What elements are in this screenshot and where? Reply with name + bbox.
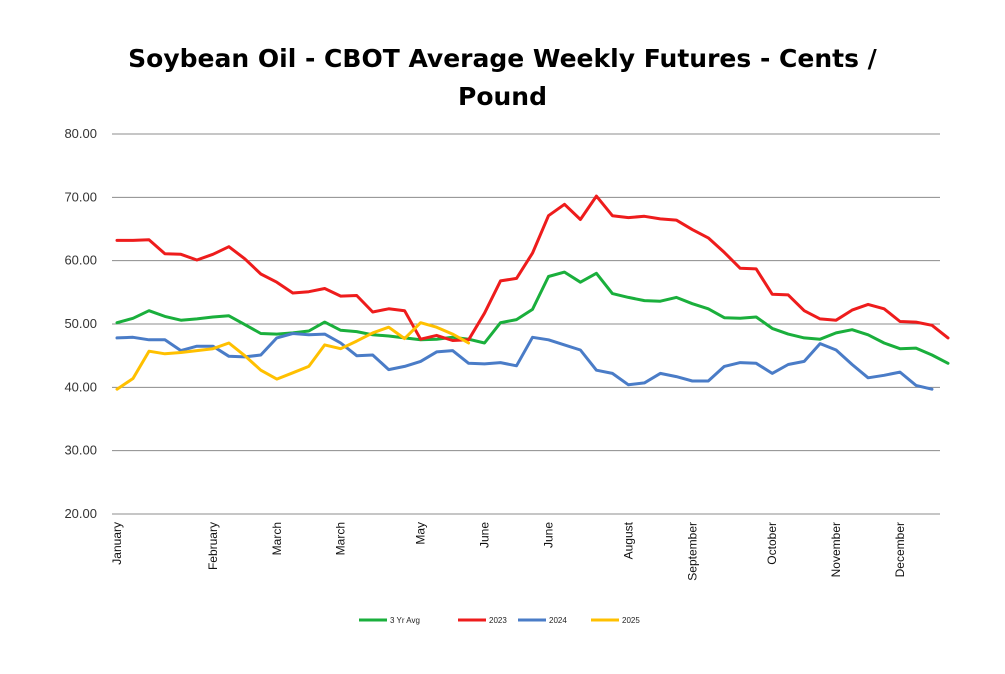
series-line-2025 <box>115 321 471 391</box>
series-line-2023 <box>115 194 950 342</box>
series-line-2024 <box>115 332 934 391</box>
x-tick-label: September <box>685 522 699 581</box>
x-tick-label: February <box>206 522 220 570</box>
series-lines <box>115 194 950 391</box>
y-tick-label: 60.00 <box>64 253 97 268</box>
x-tick-label: May <box>414 522 428 545</box>
x-tick-label: October <box>765 522 779 565</box>
chart-title: Soybean Oil - CBOT Average Weekly Future… <box>0 40 1005 116</box>
x-tick-label: August <box>621 521 635 559</box>
legend-label: 2025 <box>622 616 640 625</box>
x-tick-label: March <box>334 522 348 555</box>
y-tick-label: 50.00 <box>64 316 97 331</box>
gridlines <box>112 133 940 515</box>
y-tick-label: 30.00 <box>64 443 97 458</box>
x-tick-label: November <box>829 522 843 577</box>
y-tick-label: 70.00 <box>64 189 97 204</box>
y-tick-label: 80.00 <box>64 126 97 141</box>
chart-title-line-1: Soybean Oil - CBOT Average Weekly Future… <box>128 44 877 73</box>
x-tick-label: December <box>893 522 907 577</box>
chart-title-line-2: Pound <box>458 82 547 111</box>
y-tick-label: 20.00 <box>64 506 97 521</box>
x-tick-label: January <box>110 522 124 565</box>
y-axis-ticks: 20.00 30.00 40.00 50.00 60.00 70.00 80.00 <box>64 126 97 521</box>
series-line-3-yr-avg <box>115 270 950 365</box>
x-tick-label: June <box>478 522 492 548</box>
y-tick-label: 40.00 <box>64 379 97 394</box>
legend-label: 2024 <box>549 616 567 625</box>
x-tick-label: March <box>270 522 284 555</box>
legend-label: 2023 <box>489 616 507 625</box>
legend: 3 Yr Avg 2023 2024 2025 <box>359 616 640 625</box>
x-axis-ticks: January February March March May June June Augu… <box>110 521 907 580</box>
x-tick-label: June <box>541 522 555 548</box>
legend-label: 3 Yr Avg <box>390 616 420 625</box>
